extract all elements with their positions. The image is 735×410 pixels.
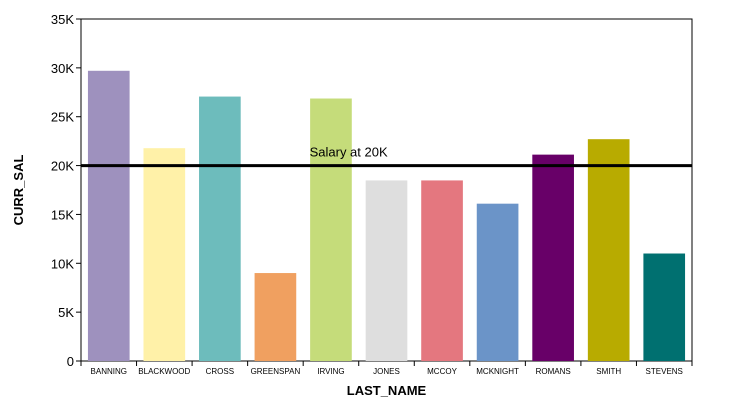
bar-irving: [310, 98, 352, 361]
x-tick-label: BANNING: [91, 367, 127, 376]
y-tick-label: 25K: [51, 110, 74, 125]
bar-jones: [365, 180, 408, 361]
bar-banning: [87, 70, 130, 361]
bar-romans: [532, 154, 574, 361]
x-tick-label: BLACKWOOD: [138, 367, 190, 376]
x-axis-title: LAST_NAME: [347, 383, 427, 398]
y-tick-label: 0: [67, 354, 74, 369]
x-axis: BANNING BLACKWOOD CROSS GREENSPAN IRVING JONE…: [80, 361, 693, 376]
y-tick-label: 10K: [51, 256, 74, 271]
bar-stevens: [643, 253, 686, 361]
y-tick-label: 35K: [51, 12, 74, 27]
x-tick-label: ROMANS: [536, 367, 571, 376]
x-tick-label: STEVENS: [646, 367, 683, 376]
bar-mccoy: [421, 180, 463, 361]
x-tick-label: MCKNIGHT: [476, 367, 519, 376]
y-tick-label: 15K: [51, 207, 74, 222]
x-tick-label: SMITH: [596, 367, 621, 376]
y-tick-label: 30K: [51, 61, 74, 76]
bar-mcknight: [476, 203, 519, 361]
x-tick-label: GREENSPAN: [251, 367, 301, 376]
bar-smith: [587, 139, 630, 361]
x-tick-label: MCCOY: [427, 367, 457, 376]
x-tick-label: JONES: [373, 367, 400, 376]
x-tick-label: CROSS: [206, 367, 234, 376]
y-axis-title: CURR_SAL: [11, 155, 26, 226]
y-axis: 0 5K 10K 15K 20K 25K 30K 35K: [51, 12, 81, 369]
bar-blackwood: [143, 148, 186, 361]
y-tick-label: 5K: [58, 305, 74, 320]
y-tick-label: 20K: [51, 159, 74, 174]
x-tick-label: IRVING: [317, 367, 344, 376]
reference-line-group: Salary at 20K: [81, 145, 692, 168]
reference-line-label: Salary at 20K: [310, 145, 388, 160]
bar-cross: [199, 96, 241, 361]
bar-greenspan: [254, 273, 297, 361]
bars: [87, 70, 686, 361]
